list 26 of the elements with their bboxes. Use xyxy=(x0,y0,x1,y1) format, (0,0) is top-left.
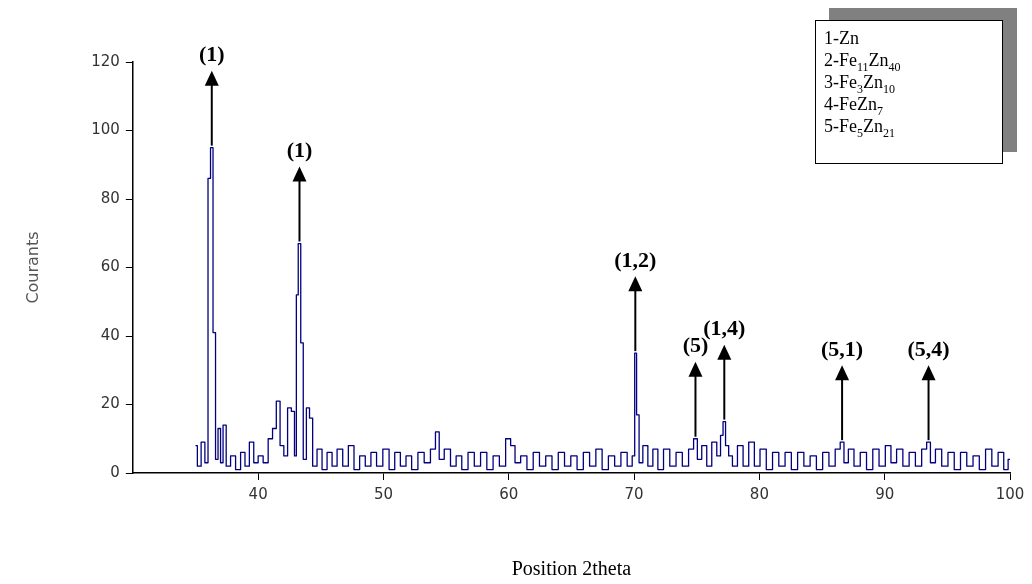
y-tick-label: 40 xyxy=(100,325,120,344)
y-axis-title: Courants xyxy=(22,231,42,304)
text: 1-Zn xyxy=(824,28,859,48)
y-tick-label: 80 xyxy=(100,188,120,207)
annotation: 2-Fe$_{11}$Zn$_{40}$ xyxy=(824,49,902,74)
annotation: 5-Fe$_{5}$Zn$_{21}$ xyxy=(824,115,896,140)
annotation: (5,1) xyxy=(821,335,864,361)
x-tick-label: 80 xyxy=(749,484,769,503)
y-tick-label: 0 xyxy=(110,462,120,481)
annotation: 4-FeZn$_{7}$ xyxy=(824,94,883,118)
annotation: (1) xyxy=(198,41,225,67)
y-tick-label: 100 xyxy=(91,120,120,139)
annotation: 3-Fe$_{3}$Zn$_{10}$ xyxy=(824,72,895,96)
x-tick-label: 50 xyxy=(373,484,393,503)
x-tick-label: 70 xyxy=(624,484,644,503)
y-tick-label: 60 xyxy=(100,257,120,276)
annotation: (1) xyxy=(286,137,313,163)
x-axis-title: Position 2theta xyxy=(511,557,632,580)
x-tick-label: 40 xyxy=(248,484,268,503)
annotation: (1,2) xyxy=(614,246,657,272)
annotation: (5,4) xyxy=(907,335,950,361)
y-tick-label: 120 xyxy=(91,51,120,70)
x-tick-label: 60 xyxy=(499,484,519,503)
y-tick-label: 20 xyxy=(100,394,120,413)
x-tick-label: 100 xyxy=(995,484,1025,503)
x-tick-label: 90 xyxy=(875,484,895,503)
